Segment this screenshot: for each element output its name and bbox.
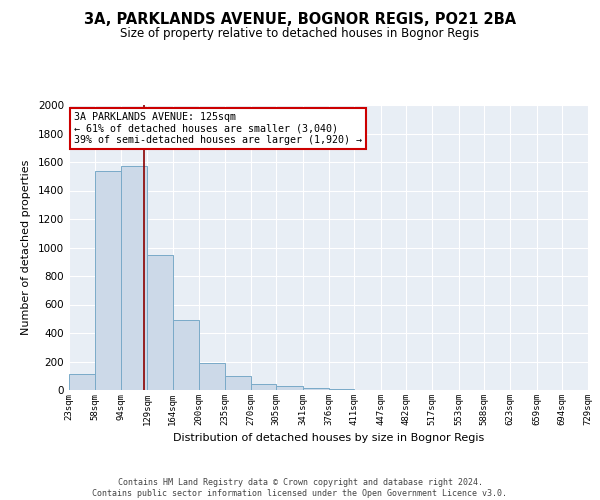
- Text: 3A PARKLANDS AVENUE: 125sqm
← 61% of detached houses are smaller (3,040)
39% of : 3A PARKLANDS AVENUE: 125sqm ← 61% of det…: [74, 112, 362, 146]
- Bar: [225, 376, 251, 390]
- Bar: [199, 363, 225, 390]
- Bar: [329, 388, 354, 390]
- Bar: [277, 386, 303, 390]
- Text: Contains HM Land Registry data © Crown copyright and database right 2024.
Contai: Contains HM Land Registry data © Crown c…: [92, 478, 508, 498]
- Text: 3A, PARKLANDS AVENUE, BOGNOR REGIS, PO21 2BA: 3A, PARKLANDS AVENUE, BOGNOR REGIS, PO21…: [84, 12, 516, 28]
- Y-axis label: Number of detached properties: Number of detached properties: [21, 160, 31, 335]
- Bar: [303, 388, 329, 390]
- Bar: [95, 170, 121, 390]
- Bar: [121, 166, 147, 390]
- Bar: [147, 254, 173, 390]
- Bar: [251, 384, 277, 390]
- Bar: [173, 320, 199, 390]
- X-axis label: Distribution of detached houses by size in Bognor Regis: Distribution of detached houses by size …: [173, 434, 484, 444]
- Text: Size of property relative to detached houses in Bognor Regis: Size of property relative to detached ho…: [121, 28, 479, 40]
- Bar: [69, 374, 95, 390]
